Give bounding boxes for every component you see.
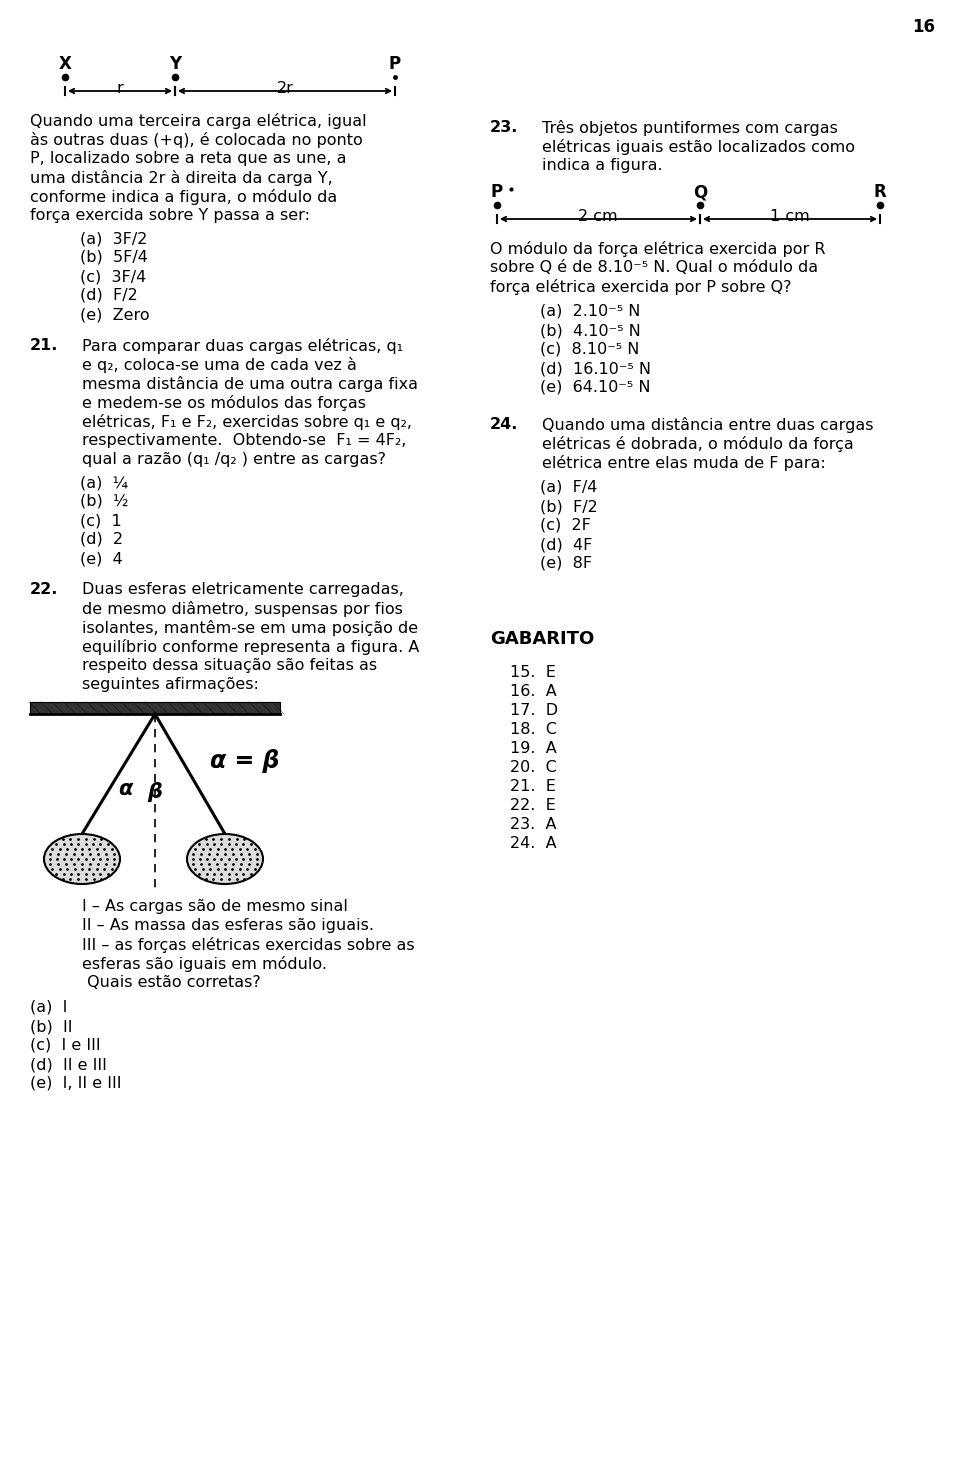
Text: respectivamente.  Obtendo-se  F₁ = 4F₂,: respectivamente. Obtendo-se F₁ = 4F₂, xyxy=(82,434,406,448)
Text: R: R xyxy=(874,184,886,201)
Text: elétricas, F₁ e F₂, exercidas sobre q₁ e q₂,: elétricas, F₁ e F₂, exercidas sobre q₁ e… xyxy=(82,414,412,431)
Text: r: r xyxy=(116,81,124,96)
Text: 24.: 24. xyxy=(490,417,518,432)
Text: sobre Q é de 8.10⁻⁵ N. Qual o módulo da: sobre Q é de 8.10⁻⁵ N. Qual o módulo da xyxy=(490,260,818,275)
Text: I – As cargas são de mesmo sinal: I – As cargas são de mesmo sinal xyxy=(82,898,348,915)
Text: força elétrica exercida por P sobre Q?: força elétrica exercida por P sobre Q? xyxy=(490,280,791,295)
Text: (b)  F/2: (b) F/2 xyxy=(540,499,598,514)
Text: força exercida sobre Y passa a ser:: força exercida sobre Y passa a ser: xyxy=(30,209,310,223)
Text: elétricas é dobrada, o módulo da força: elétricas é dobrada, o módulo da força xyxy=(542,437,853,451)
Text: Para comparar duas cargas elétricas, q₁: Para comparar duas cargas elétricas, q₁ xyxy=(82,337,403,354)
Text: β: β xyxy=(147,781,162,802)
Text: P: P xyxy=(389,55,401,73)
Text: 24.  A: 24. A xyxy=(510,836,557,851)
Bar xyxy=(30,702,280,713)
Text: Quando uma distância entre duas cargas: Quando uma distância entre duas cargas xyxy=(542,417,874,434)
Text: elétricas iguais estão localizados como: elétricas iguais estão localizados como xyxy=(542,139,855,155)
Text: (d)  4F: (d) 4F xyxy=(540,537,592,552)
Text: (b)  II: (b) II xyxy=(30,1020,73,1035)
Text: (d)  F/2: (d) F/2 xyxy=(80,289,137,303)
Text: (a)  2.10⁻⁵ N: (a) 2.10⁻⁵ N xyxy=(540,303,640,320)
Text: GABARITO: GABARITO xyxy=(490,630,594,648)
Text: α: α xyxy=(118,778,132,799)
Text: 22.: 22. xyxy=(30,582,59,596)
Text: 22.  E: 22. E xyxy=(510,798,556,813)
Text: (d)  2: (d) 2 xyxy=(80,531,123,548)
Ellipse shape xyxy=(44,835,120,884)
Text: uma distância 2r à direita da carga Y,: uma distância 2r à direita da carga Y, xyxy=(30,170,333,186)
Text: (e)  4: (e) 4 xyxy=(80,551,123,565)
Text: (d)  16.10⁻⁵ N: (d) 16.10⁻⁵ N xyxy=(540,361,651,376)
Text: respeito dessa situação são feitas as: respeito dessa situação são feitas as xyxy=(82,659,377,673)
Text: equilíbrio conforme representa a figura. A: equilíbrio conforme representa a figura.… xyxy=(82,639,420,656)
Text: III – as forças elétricas exercidas sobre as: III – as forças elétricas exercidas sobr… xyxy=(82,937,415,953)
Text: Q: Q xyxy=(693,184,708,201)
Text: Y: Y xyxy=(169,55,181,73)
Text: isolantes, mantêm-se em uma posição de: isolantes, mantêm-se em uma posição de xyxy=(82,620,419,636)
Text: (b)  5F/4: (b) 5F/4 xyxy=(80,250,148,265)
Text: α = β: α = β xyxy=(210,749,279,773)
Text: O módulo da força elétrica exercida por R: O módulo da força elétrica exercida por … xyxy=(490,241,826,258)
Text: indica a figura.: indica a figura. xyxy=(542,158,662,173)
Text: (e)  I, II e III: (e) I, II e III xyxy=(30,1076,122,1091)
Text: e q₂, coloca-se uma de cada vez à: e q₂, coloca-se uma de cada vez à xyxy=(82,357,357,373)
Text: (a)  F/4: (a) F/4 xyxy=(540,480,597,494)
Text: 19.  A: 19. A xyxy=(510,741,557,756)
Text: seguintes afirmações:: seguintes afirmações: xyxy=(82,676,259,693)
Ellipse shape xyxy=(187,835,263,884)
Text: II – As massa das esferas são iguais.: II – As massa das esferas são iguais. xyxy=(82,918,374,932)
Text: P: P xyxy=(491,184,503,201)
Text: 17.  D: 17. D xyxy=(510,703,558,718)
Text: Duas esferas eletricamente carregadas,: Duas esferas eletricamente carregadas, xyxy=(82,582,404,596)
Text: de mesmo diâmetro, suspensas por fios: de mesmo diâmetro, suspensas por fios xyxy=(82,601,403,617)
Text: (c)  3F/4: (c) 3F/4 xyxy=(80,269,146,284)
Text: (a)  ¼: (a) ¼ xyxy=(80,475,128,490)
Text: (a)  3F/2: (a) 3F/2 xyxy=(80,231,148,246)
Text: Três objetos puntiformes com cargas: Três objetos puntiformes com cargas xyxy=(542,120,838,136)
Text: e medem-se os módulos das forças: e medem-se os módulos das forças xyxy=(82,395,366,411)
Text: (e)  Zero: (e) Zero xyxy=(80,306,150,323)
Text: esferas são iguais em módulo.: esferas são iguais em módulo. xyxy=(82,956,327,972)
Text: (a)  I: (a) I xyxy=(30,1000,67,1015)
Text: 18.  C: 18. C xyxy=(510,722,557,737)
Text: 2 cm: 2 cm xyxy=(578,209,618,223)
Text: qual a razão (q₁ /q₂ ) entre as cargas?: qual a razão (q₁ /q₂ ) entre as cargas? xyxy=(82,451,386,468)
Text: 23.: 23. xyxy=(490,120,518,135)
Text: (e)  8F: (e) 8F xyxy=(540,556,592,571)
Text: (c)  8.10⁻⁵ N: (c) 8.10⁻⁵ N xyxy=(540,342,639,357)
Text: (c)  2F: (c) 2F xyxy=(540,518,590,533)
Text: 21.: 21. xyxy=(30,337,59,354)
Text: Quais estão corretas?: Quais estão corretas? xyxy=(82,975,261,990)
Text: 20.  C: 20. C xyxy=(510,761,557,776)
Text: 1 cm: 1 cm xyxy=(770,209,810,223)
Text: 16: 16 xyxy=(912,18,935,36)
Text: (c)  I e III: (c) I e III xyxy=(30,1037,101,1052)
Text: (e)  64.10⁻⁵ N: (e) 64.10⁻⁵ N xyxy=(540,380,651,395)
Text: X: X xyxy=(59,55,71,73)
Text: (d)  II e III: (d) II e III xyxy=(30,1057,107,1072)
Text: Quando uma terceira carga elétrica, igual: Quando uma terceira carga elétrica, igua… xyxy=(30,112,367,129)
Text: conforme indica a figura, o módulo da: conforme indica a figura, o módulo da xyxy=(30,189,337,206)
Text: (b)  4.10⁻⁵ N: (b) 4.10⁻⁵ N xyxy=(540,323,640,337)
Text: (b)  ½: (b) ½ xyxy=(80,494,129,509)
Text: 2r: 2r xyxy=(276,81,294,96)
Text: 21.  E: 21. E xyxy=(510,778,556,793)
Text: 23.  A: 23. A xyxy=(510,817,557,832)
Text: mesma distância de uma outra carga fixa: mesma distância de uma outra carga fixa xyxy=(82,376,418,392)
Text: 16.  A: 16. A xyxy=(510,684,557,699)
Text: P, localizado sobre a reta que as une, a: P, localizado sobre a reta que as une, a xyxy=(30,151,347,166)
Text: elétrica entre elas muda de F para:: elétrica entre elas muda de F para: xyxy=(542,454,826,471)
Text: às outras duas (+q), é colocada no ponto: às outras duas (+q), é colocada no ponto xyxy=(30,132,363,148)
Text: (c)  1: (c) 1 xyxy=(80,514,122,528)
Text: 15.  E: 15. E xyxy=(510,665,556,679)
